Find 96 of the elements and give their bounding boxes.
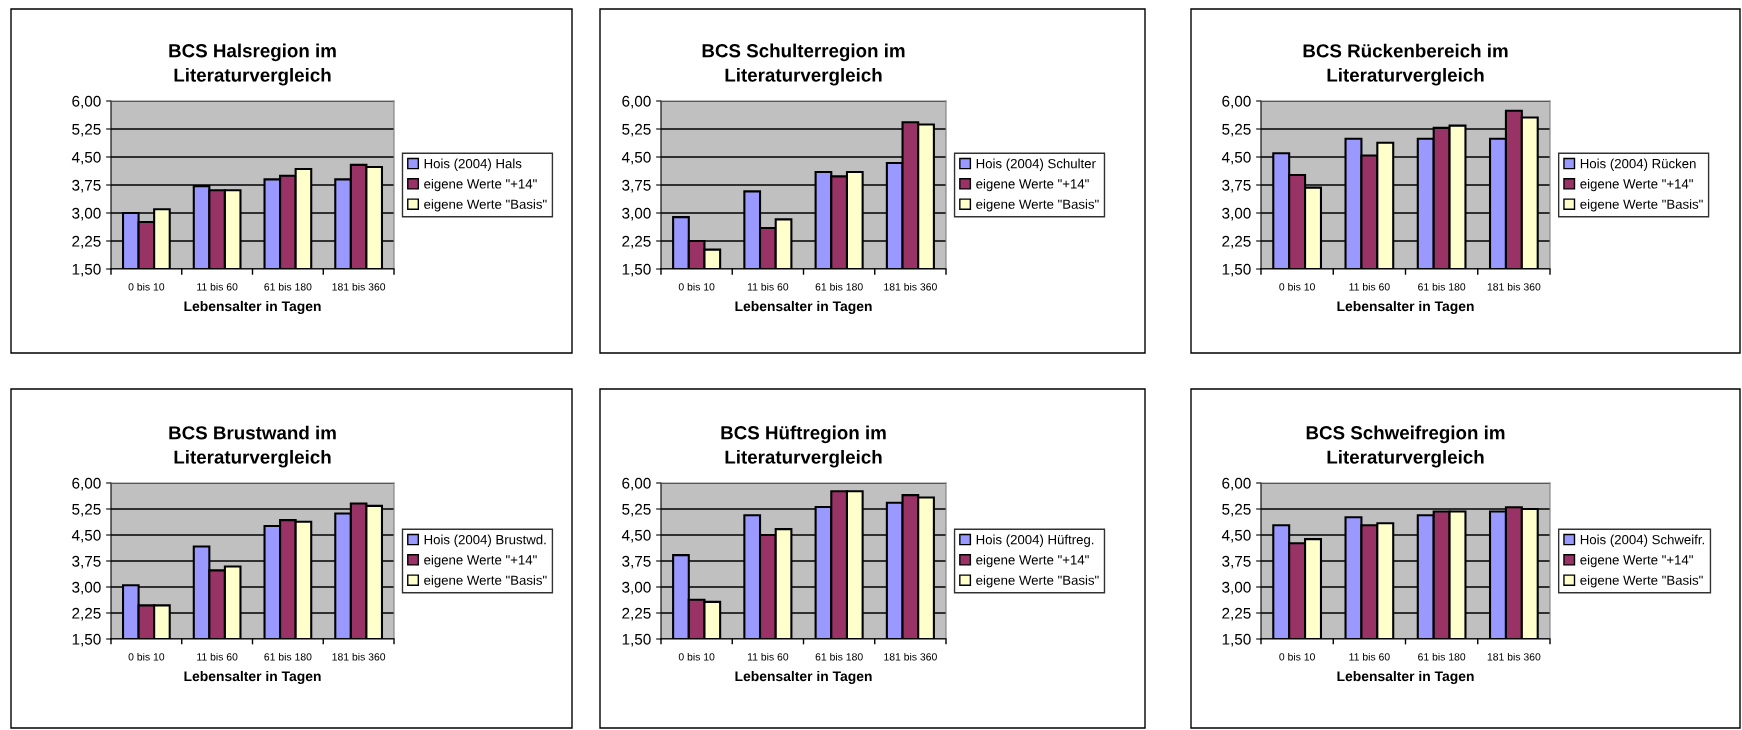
x-tick-label: 0 bis 10 xyxy=(128,282,165,291)
y-tick-label: 1,50 xyxy=(622,263,651,277)
y-tick-label: 3,75 xyxy=(72,179,101,193)
y-tick-label: 5,25 xyxy=(72,123,101,137)
x-tick-label: 181 bis 360 xyxy=(332,652,386,661)
x-axis-title: Lebensalter in Tagen xyxy=(184,670,321,684)
x-tick-label: 0 bis 10 xyxy=(678,282,715,291)
legend-label: eigene Werte "Basis" xyxy=(1580,575,1703,588)
y-tick-label: 4,50 xyxy=(621,529,651,543)
legend-label: eigene Werte "Basis" xyxy=(1580,199,1703,212)
legend-label: eigene Werte "+14" xyxy=(424,178,537,192)
y-tick-label: 3,00 xyxy=(1222,581,1251,595)
legend-label: eigene Werte "Basis" xyxy=(976,199,1099,212)
y-tick-label: 3,75 xyxy=(1222,179,1251,193)
x-tick-label: 11 bis 60 xyxy=(747,282,789,291)
y-tick-label: 6,00 xyxy=(622,477,651,491)
x-axis-title: Lebensalter in Tagen xyxy=(184,300,321,314)
legend-label: Hois (2004) Brustwd. xyxy=(424,534,546,547)
y-tick-label: 3,00 xyxy=(72,207,101,221)
y-tick-label: 2,25 xyxy=(72,235,101,249)
legend-label: eigene Werte "Basis" xyxy=(424,199,547,212)
y-tick-label: 5,25 xyxy=(622,123,651,137)
y-tick-label: 4,50 xyxy=(1221,529,1251,543)
y-tick-label: 3,00 xyxy=(622,207,651,221)
x-tick-label: 61 bis 180 xyxy=(264,652,312,661)
y-tick-label: 6,00 xyxy=(1222,477,1251,491)
legend-label: Hois (2004) Hals xyxy=(424,158,522,171)
x-tick-label: 181 bis 360 xyxy=(1487,652,1541,661)
y-tick-label: 6,00 xyxy=(72,95,101,109)
x-tick-label: 61 bis 180 xyxy=(815,282,863,291)
x-axis-title: Lebensalter in Tagen xyxy=(1337,300,1474,314)
legend-label: eigene Werte "Basis" xyxy=(424,575,547,588)
legend-label: Hois (2004) Schweifr. xyxy=(1580,534,1704,547)
chart-title: BCS Rückenbereich im Literaturvergleich xyxy=(1303,43,1508,86)
legend-label: Hois (2004) Rücken xyxy=(1580,158,1696,171)
x-tick-label: 0 bis 10 xyxy=(1279,652,1315,661)
x-tick-label: 181 bis 360 xyxy=(332,282,386,291)
legend-label: eigene Werte "+14" xyxy=(1580,178,1693,192)
y-tick-label: 2,25 xyxy=(72,607,101,621)
y-tick-label: 3,00 xyxy=(1222,207,1251,221)
legend-label: eigene Werte "+14" xyxy=(976,178,1089,192)
x-tick-label: 11 bis 60 xyxy=(197,282,238,291)
x-tick-label: 11 bis 60 xyxy=(747,652,789,661)
y-tick-label: 4,50 xyxy=(621,151,651,165)
x-tick-label: 11 bis 60 xyxy=(197,652,238,661)
y-tick-label: 1,50 xyxy=(1222,263,1251,277)
y-tick-label: 1,50 xyxy=(1222,633,1251,647)
y-tick-label: 6,00 xyxy=(1222,95,1251,109)
x-tick-label: 181 bis 360 xyxy=(884,282,937,291)
y-tick-label: 3,00 xyxy=(622,581,651,595)
x-tick-label: 0 bis 10 xyxy=(678,652,715,661)
x-tick-label: 61 bis 180 xyxy=(264,282,312,291)
y-tick-label: 3,75 xyxy=(72,555,101,569)
x-tick-label: 61 bis 180 xyxy=(1418,652,1466,661)
legend-label: eigene Werte "Basis" xyxy=(976,575,1099,588)
x-axis-title: Lebensalter in Tagen xyxy=(735,300,872,314)
y-tick-label: 1,50 xyxy=(72,263,101,277)
y-tick-label: 6,00 xyxy=(622,95,651,109)
y-tick-label: 1,50 xyxy=(72,633,101,647)
y-tick-label: 2,25 xyxy=(1222,607,1251,621)
y-tick-label: 2,25 xyxy=(1222,235,1251,249)
x-tick-label: 11 bis 60 xyxy=(1349,652,1390,661)
legend-label: Hois (2004) Hüftreg. xyxy=(976,534,1094,547)
chart-title: BCS Schulterregion im Literaturvergleich xyxy=(702,43,905,86)
chart-title: BCS Halsregion im Literaturvergleich xyxy=(169,43,336,86)
y-tick-label: 4,50 xyxy=(1221,151,1251,165)
x-axis-title: Lebensalter in Tagen xyxy=(735,670,872,684)
legend-label: eigene Werte "+14" xyxy=(976,554,1089,568)
x-tick-label: 0 bis 10 xyxy=(1279,282,1315,291)
y-tick-label: 4,50 xyxy=(71,151,101,165)
x-tick-label: 11 bis 60 xyxy=(1349,282,1390,291)
y-tick-label: 1,50 xyxy=(622,633,651,647)
y-tick-label: 5,25 xyxy=(1222,123,1251,137)
y-tick-label: 5,25 xyxy=(72,503,101,517)
legend-label: eigene Werte "+14" xyxy=(1580,554,1693,568)
y-tick-label: 2,25 xyxy=(622,607,651,621)
legend-label: eigene Werte "+14" xyxy=(424,554,537,568)
x-tick-label: 181 bis 360 xyxy=(1487,282,1541,291)
x-tick-label: 181 bis 360 xyxy=(884,652,937,661)
chart-title: BCS Brustwand im Literaturvergleich xyxy=(169,425,336,468)
y-tick-label: 3,75 xyxy=(622,179,651,193)
y-tick-label: 3,75 xyxy=(622,555,651,569)
x-axis-title: Lebensalter in Tagen xyxy=(1337,670,1474,684)
y-tick-label: 5,25 xyxy=(622,503,651,517)
chart-title: BCS Schweifregion im Literaturvergleich xyxy=(1306,425,1505,468)
x-tick-label: 61 bis 180 xyxy=(1418,282,1466,291)
x-tick-label: 0 bis 10 xyxy=(128,652,165,661)
y-tick-label: 6,00 xyxy=(72,477,101,491)
x-tick-label: 61 bis 180 xyxy=(815,652,863,661)
legend-label: Hois (2004) Schulter xyxy=(976,158,1096,171)
y-tick-label: 3,00 xyxy=(72,581,101,595)
y-tick-label: 4,50 xyxy=(71,529,101,543)
y-tick-label: 2,25 xyxy=(622,235,651,249)
y-tick-label: 3,75 xyxy=(1222,555,1251,569)
chart-title: BCS Hüftregion im Literaturvergleich xyxy=(721,425,886,468)
y-tick-label: 5,25 xyxy=(1222,503,1251,517)
